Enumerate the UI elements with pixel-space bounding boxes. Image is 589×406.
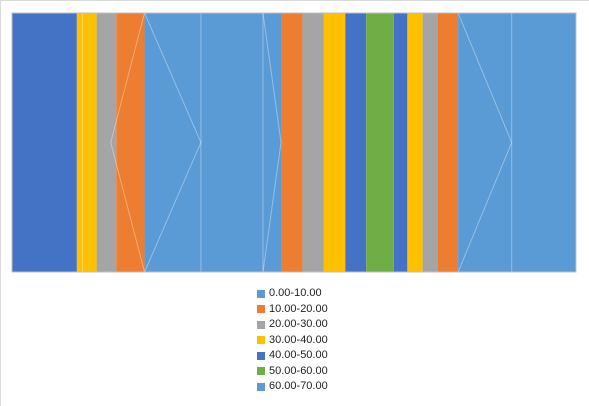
legend-item: 40.00-50.00 [257, 348, 328, 364]
legend: 0.00-10.00 10.00-20.00 20.00-30.00 30.00-40… [257, 286, 328, 395]
legend-item: 20.00-30.00 [257, 317, 328, 333]
legend-label: 10.00-20.00 [269, 302, 328, 315]
area-band-60_00-70_00 [144, 13, 282, 272]
area-band-30_00-40_00 [76, 13, 97, 272]
legend-swatch [257, 336, 265, 345]
guide-line [144, 12, 202, 273]
guide-line [262, 12, 282, 273]
area-band-20_00-30_00 [302, 13, 324, 272]
area-band-60_00-70_00 [458, 13, 576, 272]
area-band-10_00-20_00 [116, 13, 145, 272]
legend-label: 30.00-40.00 [269, 333, 328, 346]
area-band-40_00-50_00 [12, 13, 77, 272]
area-band-40_00-50_00 [393, 13, 408, 272]
legend-item: 60.00-70.00 [257, 379, 328, 395]
legend-swatch [257, 351, 265, 360]
plot-guides [82, 12, 513, 273]
legend-swatch [257, 382, 265, 391]
legend-swatch [257, 289, 265, 298]
top-border [0, 0, 589, 1]
legend-label: 40.00-50.00 [269, 349, 328, 361]
area-band-20_00-30_00 [96, 13, 117, 272]
area-band-10_00-20_00 [437, 13, 459, 272]
legend-swatch [257, 320, 265, 329]
legend-item: 0.00-10.00 [257, 286, 328, 302]
guide-line [457, 12, 513, 273]
area-band-30_00-40_00 [323, 13, 346, 272]
legend-label: 0.00-10.00 [269, 287, 322, 299]
legend-item: 10.00-20.00 [257, 302, 328, 318]
area-band-20_00-30_00 [422, 13, 438, 272]
legend-item: 50.00-60.00 [257, 364, 328, 380]
legend-item: 30.00-40.00 [257, 333, 328, 349]
legend-swatch [257, 367, 265, 376]
area-band-40_00-50_00 [345, 13, 367, 272]
plot-area [12, 13, 576, 272]
legend-label: 50.00-60.00 [269, 364, 328, 377]
area-band-10_00-20_00 [281, 13, 303, 272]
legend-swatch [257, 305, 265, 314]
legend-label: 60.00-70.00 [269, 380, 328, 392]
plot-area-border [11, 12, 577, 273]
legend-label: 20.00-30.00 [269, 318, 328, 330]
area-band-30_00-40_00 [407, 13, 423, 272]
area-band-50_00-60_00 [366, 13, 394, 272]
left-border [0, 0, 1, 406]
guide-line [110, 12, 146, 273]
